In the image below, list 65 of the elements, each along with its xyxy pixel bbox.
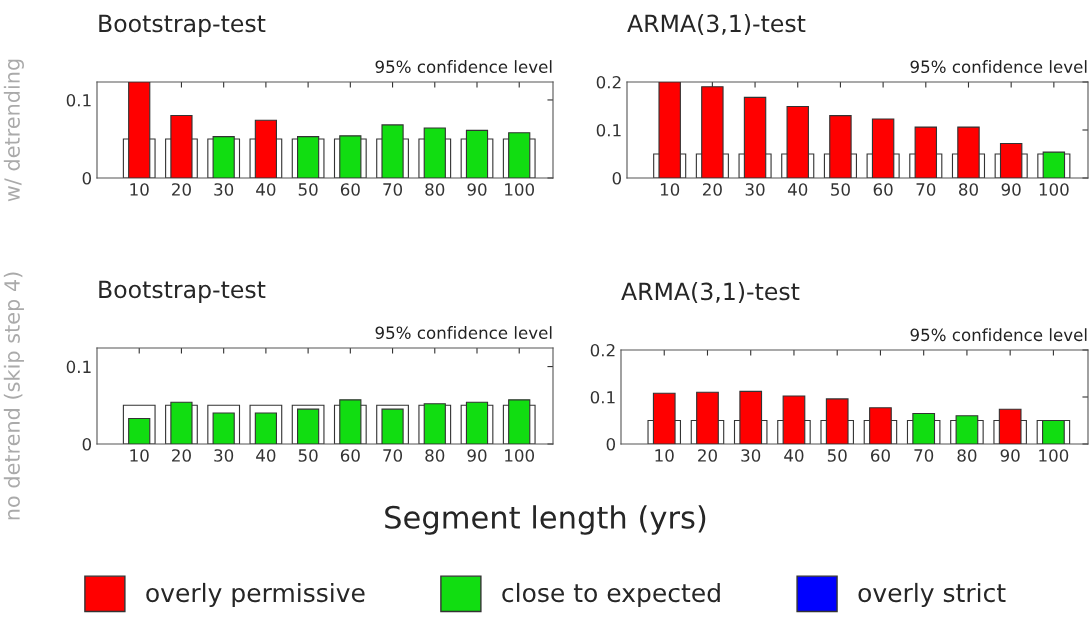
y-tick-label: 0	[612, 171, 622, 185]
x-tick-label: 90	[1000, 449, 1020, 462]
x-tick-label: 10	[130, 449, 149, 462]
x-tick-label: 70	[383, 183, 403, 196]
text: 95% confidence level	[910, 328, 1087, 342]
x-tick-label: 40	[256, 183, 276, 196]
x-tick-label: 60	[871, 449, 890, 462]
y-axis-title: no detrend (skip step 4)	[3, 272, 24, 520]
legend-label: overly permissive	[146, 582, 365, 608]
x-axis-title: Segment length (yrs)	[385, 505, 706, 535]
text: 95% confidence level	[375, 60, 552, 74]
y-tick-label: 0.1	[66, 93, 91, 107]
x-tick-label: 50	[298, 449, 318, 462]
x-tick-label: 20	[172, 183, 191, 196]
y-tick-label: 0	[82, 437, 92, 451]
chart-title: Bootstrap-test	[99, 280, 266, 303]
y-tick-label: 0.1	[590, 390, 615, 404]
x-tick-label: 30	[214, 449, 234, 462]
x-tick-label: 80	[959, 183, 978, 196]
x-tick-label: 10	[660, 183, 680, 196]
x-tick-label: 40	[787, 183, 808, 196]
x-tick-label: 40	[256, 449, 276, 462]
legend-label: overly strict	[858, 582, 1006, 608]
bar	[465, 129, 489, 178]
y-axis-title: w/ detrending	[3, 59, 24, 202]
x-tick-label: 90	[467, 449, 487, 462]
chart-title: ARMA(3,1)-test	[627, 14, 806, 36]
text: 95% confidence level	[910, 60, 1087, 74]
x-tick-label: 30	[741, 449, 761, 462]
x-tick-label: 60	[340, 449, 360, 462]
y-tick-label: 0.2	[590, 343, 615, 357]
x-tick-label: 100	[1039, 183, 1069, 196]
x-tick-label: 20	[698, 449, 717, 462]
x-tick-label: 40	[784, 449, 804, 462]
x-tick-label: 80	[425, 183, 445, 196]
text: 95% confidence level	[375, 326, 552, 340]
x-tick-label: 90	[1001, 183, 1021, 196]
x-tick-label: 100	[505, 183, 535, 196]
x-tick-label: 100	[1039, 449, 1069, 462]
x-tick-label: 10	[130, 183, 149, 196]
x-tick-label: 80	[957, 449, 977, 462]
x-tick-label: 100	[505, 449, 535, 462]
x-tick-label: 20	[702, 183, 722, 196]
y-tick-label: 0	[606, 437, 616, 451]
x-tick-label: 50	[827, 449, 847, 462]
y-tick-label: 0.1	[66, 360, 91, 374]
y-tick-label: 0.2	[596, 75, 621, 89]
x-tick-label: 50	[298, 183, 318, 196]
x-tick-label: 10	[655, 449, 674, 462]
x-tick-label: 60	[873, 183, 893, 196]
x-tick-label: 70	[916, 183, 936, 196]
x-tick-label: 30	[214, 183, 234, 196]
x-tick-label: 80	[425, 449, 445, 462]
x-tick-label: 70	[383, 449, 403, 462]
y-tick-label: 0	[82, 171, 92, 185]
legend-label: close to expected	[502, 582, 720, 608]
x-tick-label: 20	[172, 449, 191, 462]
x-tick-label: 50	[831, 183, 850, 196]
x-tick-label: 70	[914, 449, 934, 462]
chart-title: Bootstrap-test	[99, 14, 266, 37]
chart-title: ARMA(3,1)-test	[621, 282, 800, 304]
y-tick-label: 0.1	[596, 123, 621, 137]
x-tick-label: 60	[340, 183, 360, 196]
x-tick-label: 90	[467, 183, 487, 196]
x-tick-label: 30	[745, 183, 765, 196]
